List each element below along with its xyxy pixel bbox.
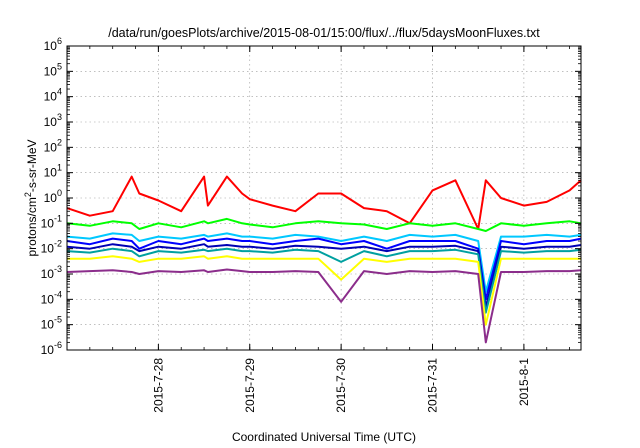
series-line-3	[66, 232, 582, 293]
y-tick-label: 10-1	[41, 213, 62, 230]
y-tick-base: 10	[41, 242, 55, 256]
y-tick-base: 10	[41, 216, 55, 230]
y-tick-base: 10	[41, 267, 55, 281]
y-tick-label: 10-3	[41, 264, 62, 281]
y-axis-ticks: 10-610-510-410-310-210-11001011021031041…	[41, 36, 581, 357]
series-line-1	[66, 175, 582, 230]
y-tick-exponent: 4	[57, 87, 62, 97]
y-tick-exponent: -1	[54, 213, 62, 223]
y-tick-exponent: -4	[54, 289, 62, 299]
y-tick-label: 104	[44, 87, 62, 104]
y-axis-label-sup: 2	[23, 192, 33, 197]
y-tick-label: 102	[44, 137, 62, 154]
y-tick-label: 10-5	[41, 315, 62, 332]
series-layer	[66, 175, 582, 344]
x-tick-label: 2015-7-30	[334, 358, 348, 413]
y-tick-label: 103	[44, 112, 62, 129]
y-tick-base: 10	[41, 318, 55, 332]
y-tick-base: 10	[41, 292, 55, 306]
y-tick-base: 10	[41, 343, 55, 357]
y-tick-label: 10-4	[41, 289, 62, 306]
y-axis-label-main: protons/cm	[25, 197, 39, 256]
y-tick-exponent: 6	[57, 36, 62, 46]
y-tick-base: 10	[44, 191, 58, 205]
y-tick-label: 106	[44, 36, 62, 53]
y-tick-label: 10-2	[41, 239, 62, 256]
y-tick-exponent: -2	[54, 239, 62, 249]
y-tick-base: 10	[44, 39, 58, 53]
y-tick-base: 10	[44, 115, 58, 129]
x-axis-ticks: 2015-7-28 2015-7-29 2015-7-30 2015-7-31 2015…	[66, 46, 570, 413]
y-tick-exponent: 3	[57, 112, 62, 122]
series-line-2	[66, 217, 582, 232]
y-tick-base: 10	[44, 140, 58, 154]
y-tick-base: 10	[44, 90, 58, 104]
y-tick-label: 101	[44, 163, 62, 180]
series-line-5	[66, 243, 582, 308]
chart-title: /data/run/goesPlots/archive/2015-08-01/1…	[108, 26, 540, 40]
y-tick-exponent: -6	[54, 340, 62, 350]
series-line-7	[67, 255, 581, 326]
series-line-4	[66, 237, 582, 301]
y-tick-base: 10	[44, 166, 58, 180]
y-tick-label: 100	[44, 188, 62, 205]
series-line-6	[66, 247, 582, 314]
y-tick-label: 10-6	[41, 340, 62, 357]
x-tick-label: 2015-7-29	[243, 358, 257, 413]
y-tick-base: 10	[44, 64, 58, 78]
y-tick-label: 105	[44, 61, 62, 78]
series-line-8	[66, 268, 582, 344]
x-tick-label: 2015-7-28	[151, 358, 165, 413]
y-tick-exponent: 5	[57, 61, 62, 71]
y-tick-exponent: 1	[57, 163, 62, 173]
x-axis-label: Coordinated Universal Time (UTC)	[232, 430, 416, 444]
y-tick-exponent: 2	[57, 137, 62, 147]
y-tick-exponent: -3	[54, 264, 62, 274]
y-tick-exponent: 0	[57, 188, 62, 198]
x-tick-label: 2015-8-1	[517, 358, 531, 406]
y-axis-label-tail: -s-sr-MeV	[25, 139, 39, 192]
y-axis-label: protons/cm2-s-sr-MeV	[23, 139, 39, 256]
x-tick-label: 2015-7-31	[426, 358, 440, 413]
y-tick-exponent: -5	[54, 315, 62, 325]
